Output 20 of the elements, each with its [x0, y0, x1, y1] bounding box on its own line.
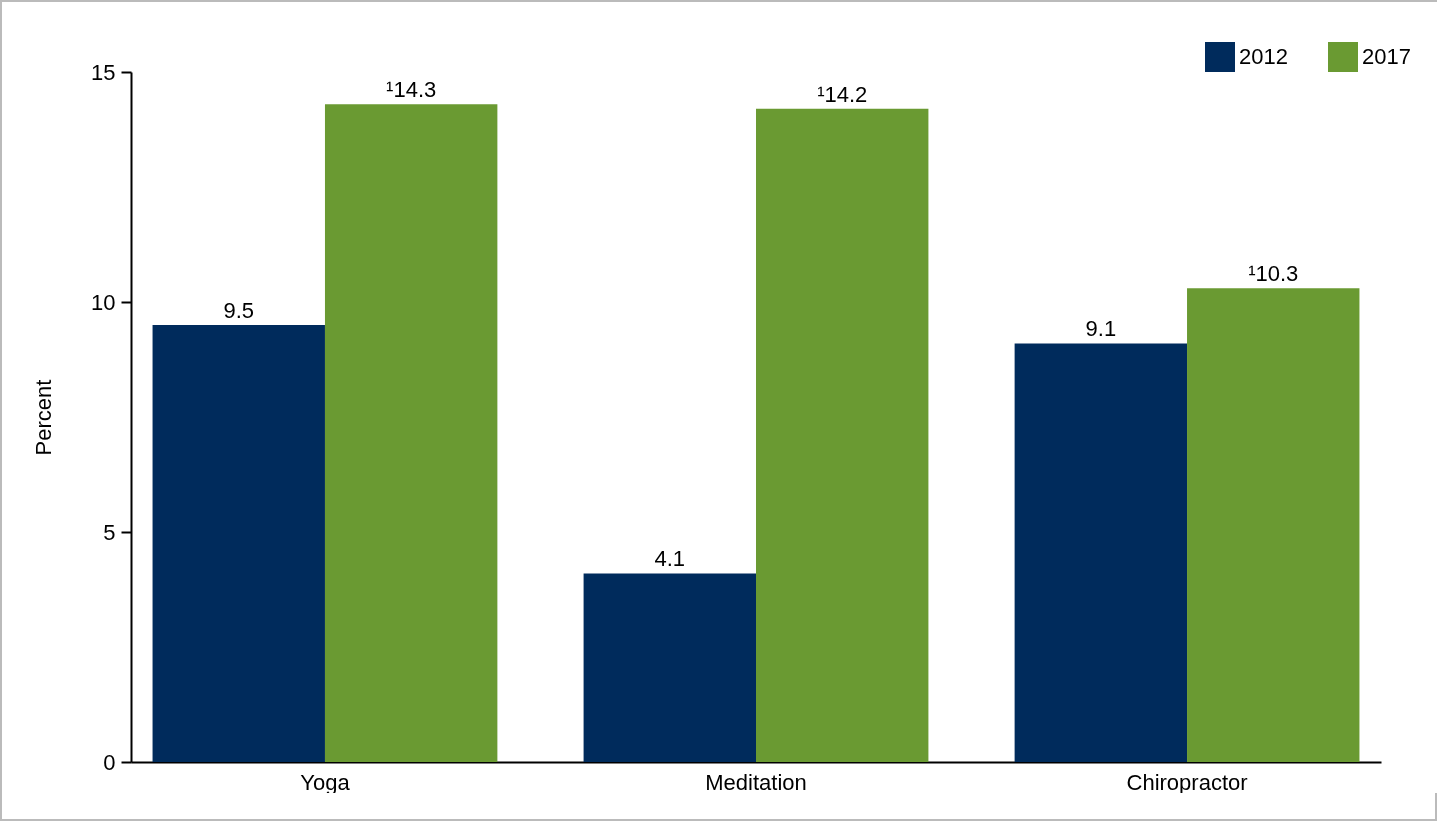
data-label: ¹14.2 — [817, 81, 868, 107]
data-label: 9.5 — [223, 298, 255, 323]
data-label: 4.1 — [654, 546, 686, 572]
y-tick-label: 5 — [103, 519, 116, 545]
y-tick-label: 15 — [91, 59, 116, 85]
data-label: ¹14.3 — [386, 77, 437, 103]
y-tick-label: 10 — [91, 289, 116, 315]
bar — [1187, 288, 1360, 762]
y-axis-title: Percent — [31, 379, 57, 456]
bar — [756, 108, 929, 762]
y-tick-label: 0 — [103, 749, 116, 775]
data-label: ¹10.3 — [1248, 261, 1299, 287]
bar — [1014, 343, 1188, 762]
legend-label: 2017 — [1362, 44, 1411, 69]
data-label: 9.1 — [1085, 316, 1117, 342]
x-tick-label: Meditation — [705, 769, 807, 795]
bar — [583, 573, 756, 762]
legend-label: 2012 — [1239, 44, 1288, 69]
bar — [324, 104, 498, 762]
bar — [152, 325, 325, 762]
